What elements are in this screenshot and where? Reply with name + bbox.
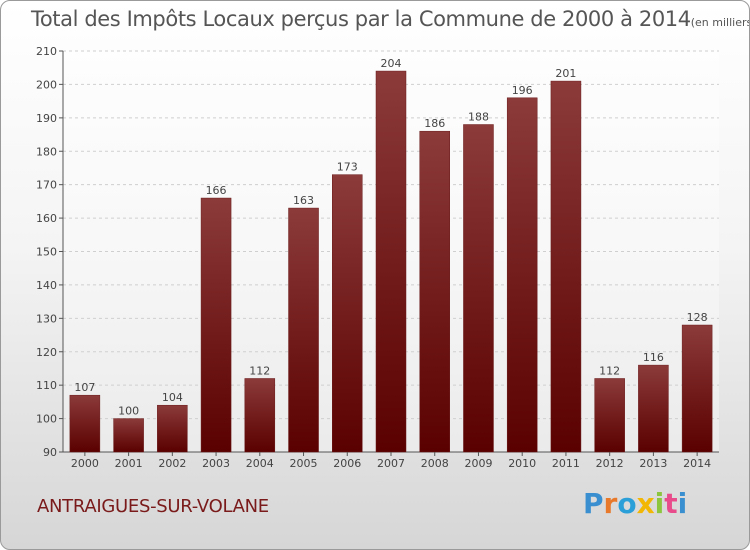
bar-value-label: 166 xyxy=(206,184,227,197)
y-tick-label: 180 xyxy=(36,145,57,158)
logo-letter: i xyxy=(677,487,688,520)
bar-value-label: 173 xyxy=(337,161,358,174)
bar xyxy=(550,80,582,453)
bar-value-label: 196 xyxy=(512,84,533,97)
x-tick-label: 2008 xyxy=(421,457,449,470)
y-tick-label: 150 xyxy=(36,246,57,259)
x-tick-label: 2005 xyxy=(290,457,318,470)
bar-value-label: 188 xyxy=(468,111,489,124)
x-tick-label: 2000 xyxy=(71,457,99,470)
bar-value-label: 163 xyxy=(293,194,314,207)
bar xyxy=(681,324,713,453)
x-tick-label: 2012 xyxy=(596,457,624,470)
x-tick-label: 2014 xyxy=(683,457,711,470)
bar-value-label: 104 xyxy=(162,391,183,404)
y-tick-label: 110 xyxy=(36,379,57,392)
y-tick-label: 190 xyxy=(36,112,57,125)
logo-letter: P xyxy=(583,487,604,520)
x-tick-label: 2001 xyxy=(115,457,143,470)
y-tick-label: 90 xyxy=(43,446,57,459)
x-tick-label: 2004 xyxy=(246,457,274,470)
bar-value-label: 100 xyxy=(118,405,139,418)
proxiti-logo: Proxiti xyxy=(583,487,687,520)
x-tick-label: 2013 xyxy=(639,457,667,470)
y-tick-label: 160 xyxy=(36,212,57,225)
bar-value-label: 128 xyxy=(687,311,708,324)
chart-title: Total des Impôts Locaux perçus par la Co… xyxy=(31,7,750,31)
logo-letter: i xyxy=(654,487,665,520)
x-tick-label: 2006 xyxy=(333,457,361,470)
bar xyxy=(288,207,319,453)
x-tick-label: 2003 xyxy=(202,457,230,470)
y-tick-label: 120 xyxy=(36,346,57,359)
y-tick-label: 100 xyxy=(36,413,57,426)
bar xyxy=(638,364,669,453)
y-tick-label: 200 xyxy=(36,78,57,91)
bar xyxy=(419,130,450,453)
x-tick-label: 2009 xyxy=(464,457,492,470)
logo-letter: r xyxy=(603,487,618,520)
bar-value-label: 186 xyxy=(424,117,445,130)
bar-value-label: 116 xyxy=(643,351,664,364)
bar xyxy=(375,70,407,453)
logo-letter: o xyxy=(617,487,637,520)
x-tick-label: 2010 xyxy=(508,457,536,470)
bar-value-label: 201 xyxy=(555,67,576,80)
bar xyxy=(463,124,494,453)
x-tick-label: 2007 xyxy=(377,457,405,470)
y-tick-label: 140 xyxy=(36,279,57,292)
bar xyxy=(69,394,101,453)
bar xyxy=(506,97,538,453)
x-tick-label: 2002 xyxy=(158,457,186,470)
logo-letter: x xyxy=(636,487,655,520)
bar xyxy=(244,378,276,453)
bar-value-label: 112 xyxy=(599,364,620,377)
chart-title-unit: (en milliers d'€) xyxy=(690,16,750,29)
x-tick-label: 2011 xyxy=(552,457,580,470)
bar xyxy=(200,197,232,453)
bar xyxy=(113,418,144,453)
commune-name: ANTRAIGUES-SUR-VOLANE xyxy=(37,496,269,517)
y-tick-label: 210 xyxy=(36,45,57,58)
bar xyxy=(594,378,625,453)
y-tick-label: 170 xyxy=(36,179,57,192)
y-tick-label: 130 xyxy=(36,312,57,325)
logo-letter: t xyxy=(664,487,678,520)
bar-value-label: 204 xyxy=(381,57,402,70)
bar xyxy=(157,404,188,453)
bar-value-label: 112 xyxy=(249,364,270,377)
bar-value-label: 107 xyxy=(74,381,95,394)
bar xyxy=(332,174,363,453)
